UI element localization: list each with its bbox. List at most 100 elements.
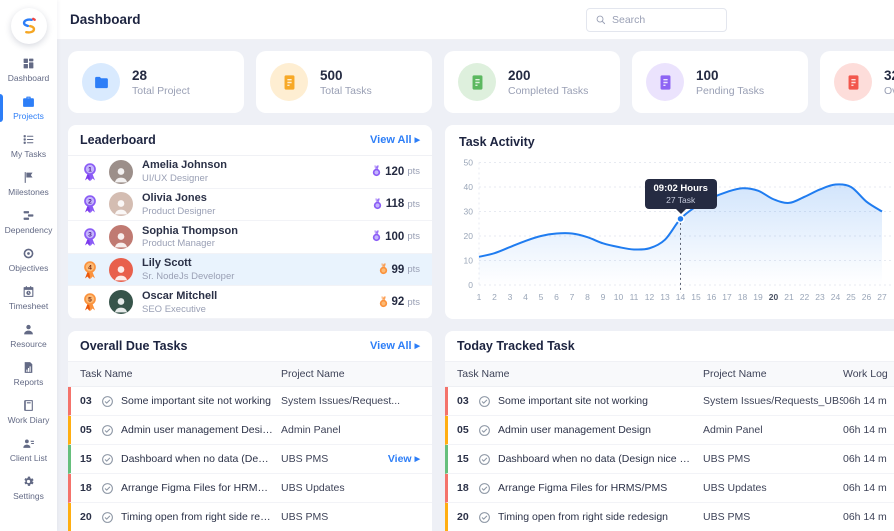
project-name: UBS PMS [703,453,751,465]
points-medal-icon [371,165,382,178]
view-link[interactable]: View ▶ [387,453,420,465]
leaderboard-row-amelia-johnson[interactable]: 1 Amelia Johnson UI/UX Designer 120 pts [68,156,432,189]
column-header-task-name: Task Name [80,368,133,380]
check-circle-icon [478,424,491,437]
avatar [109,159,133,184]
check-circle-icon [478,395,491,408]
sidebar-item-my-tasks[interactable]: My Tasks [0,127,57,165]
tracked-tasks-card: Today Tracked Task Task Name Project Name… [445,331,894,531]
task-row-20[interactable]: 20 Timing open from right side redesign … [445,503,894,531]
due-tasks-columns: Task Name Project Name [68,362,432,387]
stat-card-pending-tasks: 100 Pending Tasks [632,51,808,113]
project-name: UBS Updates [703,482,767,494]
svg-text:11: 11 [630,292,639,302]
leaderboard-title: Leaderboard [80,133,156,147]
sidebar-item-dashboard[interactable]: Dashboard [0,51,57,89]
leaderboard-row-lily-scott[interactable]: 4 Lily Scott Sr. NodeJs Developer 99 pts [68,253,432,287]
member-name: Oscar Mitchell [142,289,218,302]
project-name: UBS PMS [703,511,751,523]
task-row-05[interactable]: 05 Admin user management Design Admin Pa… [68,416,432,445]
svg-text:30: 30 [464,207,474,217]
points-unit: pts [407,166,420,178]
page-title: Dashboard [70,12,141,27]
check-circle-icon [478,453,491,466]
sidebar-item-objectives[interactable]: Objectives [0,241,57,279]
sidebar-item-projects[interactable]: Projects [0,89,57,127]
points-value: 120 [385,165,405,178]
sidebar-item-settings[interactable]: Settings [0,469,57,507]
overdue-tasks-icon [834,63,872,101]
member-role: Sr. NodeJs Developer [142,270,235,282]
sidebar-item-work-diary[interactable]: Work Diary [0,393,57,431]
sidebar-item-resource[interactable]: Resource [0,317,57,355]
points-medal-icon [378,296,389,309]
milestones-icon [22,171,35,184]
stat-card-total-project: 28 Total Project [68,51,244,113]
points-unit: pts [407,231,420,243]
leaderboard-row-oscar-mitchell[interactable]: 5 Oscar Mitchell SEO Executive 92 pts [68,286,432,319]
task-name: Some important site not working [498,395,648,407]
tooltip-hours: 09:02 Hours [653,182,708,194]
project-name: UBS PMS [281,511,329,523]
task-row-20[interactable]: 20 Timing open from right side redesign … [68,503,432,531]
task-row-03[interactable]: 03 Some important site not working Syste… [445,387,894,416]
task-row-05[interactable]: 05 Admin user management Design Admin Pa… [445,416,894,445]
sidebar-nav: Dashboard Projects My Tasks Milestones D… [0,51,57,507]
task-row-15[interactable]: 15 Dashboard when no data (Design nice m… [445,445,894,474]
svg-text:2: 2 [88,199,92,206]
sidebar-item-label: Settings [13,491,44,501]
leaderboard-row-sophia-thompson[interactable]: 3 Sophia Thompson Product Manager 100 pt… [68,221,432,254]
stat-card-ov: 32 Ov [820,51,894,113]
points-value: 92 [391,296,405,309]
sidebar-item-client-list[interactable]: Client List [0,431,57,469]
chevron-right-icon: ▶ [414,456,420,463]
svg-text:8: 8 [585,292,590,302]
task-row-18[interactable]: 18 Arrange Figma Files for HRMS/PMS UBS … [445,474,894,503]
task-name: Arrange Figma Files for HRMS/PMS [121,482,281,494]
project-name: Admin Panel [281,424,341,436]
sidebar-item-reports[interactable]: Reports [0,355,57,393]
content: 28 Total Project 500 Total Tasks 200 Com… [57,40,894,531]
svg-text:9: 9 [601,292,606,302]
sidebar-item-timesheet[interactable]: Timesheet [0,279,57,317]
task-name: Dashboard when no data (Design nice mess… [498,453,703,465]
task-name: Arrange Figma Files for HRMS/PMS [498,482,668,494]
points-unit: pts [407,296,420,308]
search-box[interactable] [586,7,727,32]
sidebar-item-milestones[interactable]: Milestones [0,165,57,203]
task-activity-title: Task Activity [459,135,535,149]
svg-text:21: 21 [784,292,794,302]
task-activity-chart[interactable]: 09:02 Hours 27 Task 0 10 20 30 40 50 1 2 3 4 5 6 7 8 9… [459,155,894,307]
sidebar-item-label: Dependency [4,225,53,235]
member-name: Olivia Jones [142,192,207,205]
sidebar-item-label: Reports [13,377,44,387]
points-value: 118 [385,198,405,211]
task-number: 03 [457,395,469,407]
stat-value: 100 [696,67,719,83]
column-header-task-name: Task Name [457,368,510,380]
leaderboard-view-all[interactable]: View All ▶ [370,134,420,146]
stat-label: Pending Tasks [696,84,765,97]
svg-text:27: 27 [877,292,887,302]
tracked-tasks-columns: Task Name Project Name Work Log [445,362,894,387]
task-number: 03 [80,395,92,407]
leaderboard-card: Leaderboard View All ▶ 1 Amelia Johnson … [68,125,432,319]
check-circle-icon [101,453,114,466]
points-medal-icon [371,230,382,243]
search-input[interactable] [612,13,718,26]
sidebar-item-dependency[interactable]: Dependency [0,203,57,241]
app-logo[interactable] [10,8,47,44]
search-icon [596,15,606,25]
task-row-18[interactable]: 18 Arrange Figma Files for HRMS/PMS UBS … [68,474,432,503]
rank-medal-icon: 2 [80,194,100,214]
check-circle-icon [478,482,491,495]
sidebar-item-label: Milestones [8,187,49,197]
task-row-15[interactable]: 15 Dashboard when no data (Design ni... … [68,445,432,474]
folder-icon [82,63,120,101]
points-medal-icon [378,263,389,276]
resource-icon [22,323,35,336]
svg-text:13: 13 [660,292,670,302]
task-row-03[interactable]: 03 Some important site not working Syste… [68,387,432,416]
leaderboard-row-olivia-jones[interactable]: 2 Olivia Jones Product Designer 118 pts [68,189,432,222]
due-tasks-view-all[interactable]: View All ▶ [370,340,420,352]
